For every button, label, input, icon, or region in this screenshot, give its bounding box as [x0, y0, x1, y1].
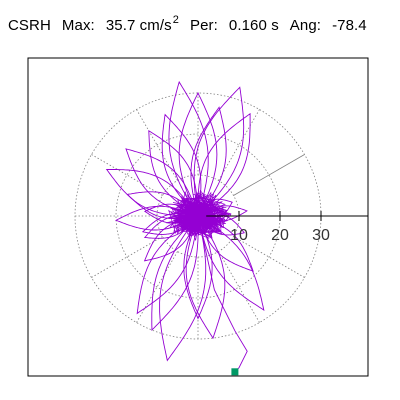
- trace-core: [166, 189, 232, 241]
- max-label: Max:: [61, 17, 95, 34]
- trace-petal-17: [161, 113, 202, 217]
- max-exponent: 2: [172, 14, 179, 26]
- trace-petal-4: [197, 215, 265, 311]
- trace-petal-20: [105, 169, 199, 217]
- period-value: 0.160 s: [228, 17, 279, 34]
- angle-label: Ang:: [289, 17, 322, 34]
- period-label: Per:: [189, 17, 218, 34]
- radial-axis: 10 20 30: [206, 211, 368, 244]
- end-marker: [231, 368, 239, 376]
- radial-tick-label-10: 10: [230, 227, 248, 244]
- radial-tick-label-30: 30: [312, 227, 330, 244]
- trace-petal-2: [185, 215, 226, 340]
- trace-petal-3: [183, 215, 213, 320]
- station-code: CSRH: [8, 17, 51, 34]
- trace-petal-16: [168, 80, 209, 217]
- trace-petal-6: [136, 215, 199, 315]
- trace-petal-19: [125, 148, 199, 217]
- trace-petal-14: [190, 106, 227, 217]
- trace-petal-13: [193, 86, 245, 217]
- trace-petal-15: [178, 91, 218, 217]
- max-value: 35.7 cm/s: [105, 17, 172, 34]
- angle-value: -78.4: [332, 17, 367, 34]
- grid-spoke-30: [233, 154, 305, 196]
- trace-petal-0: [159, 215, 207, 362]
- header: CSRH Max: 35.7 cm/s2 Per: 0.160 s Ang: -78.4: [8, 14, 367, 34]
- end-marker-group: [231, 368, 239, 376]
- trace-petal-12: [197, 112, 251, 217]
- trace-petal-1: [151, 215, 199, 332]
- radial-tick-label-20: 20: [271, 227, 289, 244]
